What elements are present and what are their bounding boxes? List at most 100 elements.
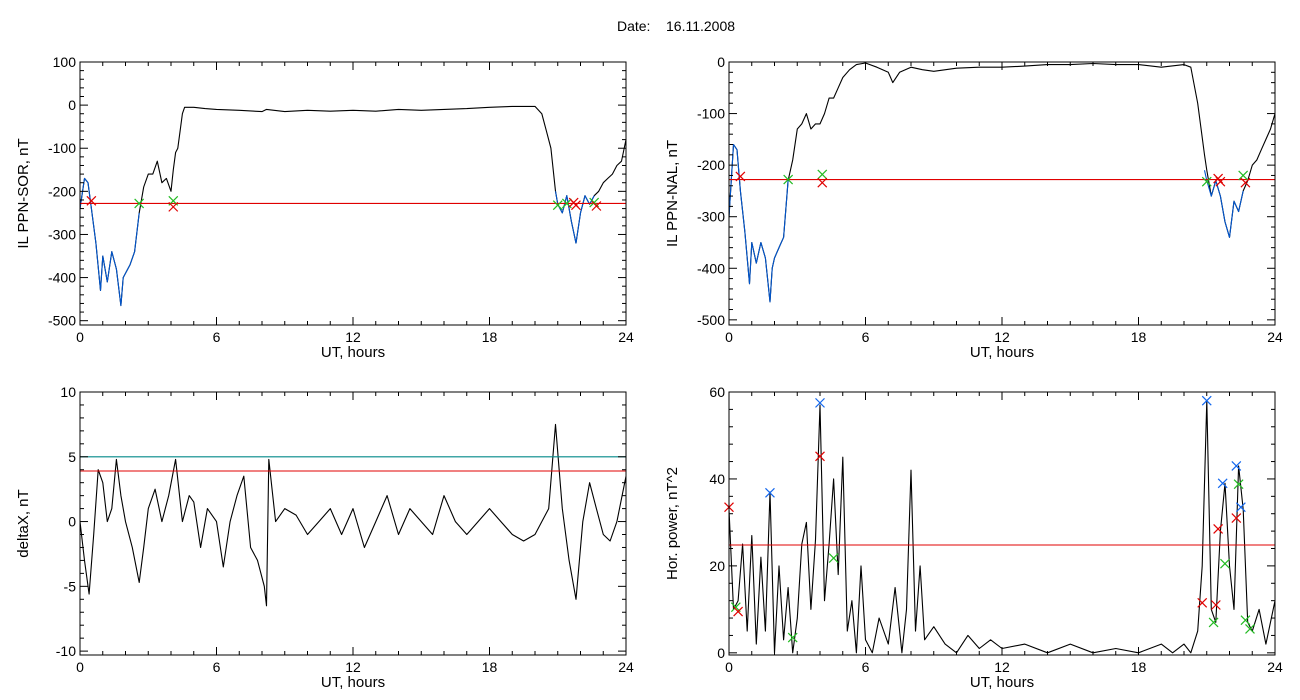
date-header: Date: 16.11.2008 [0, 18, 1300, 34]
cross-marker [591, 201, 602, 211]
y-tick-label: 60 [709, 384, 725, 400]
x-tick-label: 0 [76, 329, 84, 345]
cross-marker [1217, 478, 1228, 489]
y-tick-label: -400 [697, 260, 725, 276]
x-tick-label: 18 [482, 659, 498, 675]
y-axis-title: IL PPN-SOR, nT [15, 138, 32, 248]
panel-ppn-nal: 0 6 12 18 24 0 -100 -200 -300 -400 -500 UT, hours IL… [664, 54, 1283, 361]
y-tick-label: 0 [68, 514, 76, 530]
cross-marker [1197, 597, 1208, 608]
y-tick-label: 0 [717, 54, 725, 70]
x-axis-title: UT, hours [321, 344, 385, 361]
cross-marker [1233, 479, 1244, 490]
cross-marker [1210, 600, 1221, 610]
cross-marker [1238, 170, 1249, 181]
cross-marker [86, 195, 97, 206]
plot-area-deltax [80, 423, 626, 607]
y-tick-label: -10 [56, 643, 76, 659]
cross-marker [134, 198, 145, 209]
cross-marker [815, 397, 825, 408]
x-tick-label: 6 [213, 329, 221, 345]
series-line [80, 105, 626, 307]
expansion-segment [1203, 170, 1244, 238]
cross-marker [1240, 177, 1251, 188]
x-tick-label: 24 [618, 659, 634, 675]
y-tick-label: 5 [68, 449, 76, 465]
plot-area-hor-power [729, 400, 1275, 654]
cross-marker [733, 606, 744, 617]
plot-frame [79, 391, 627, 656]
y-tick-label: -5 [64, 578, 77, 594]
y-tick-label: 0 [68, 97, 76, 113]
cross-marker [787, 632, 798, 643]
cross-marker [1240, 615, 1251, 626]
x-tick-label: 6 [862, 659, 870, 675]
y-tick-label: -300 [697, 209, 725, 225]
cross-marker [1215, 176, 1226, 187]
y-axis-title: IL PPN-NAL, nT [664, 140, 681, 247]
series-line [729, 62, 1275, 303]
cross-marker [1208, 617, 1219, 628]
y-tick-label: 10 [60, 384, 76, 400]
cross-marker [168, 201, 179, 212]
cross-marker [815, 451, 825, 462]
y-tick-label: -500 [48, 313, 76, 329]
x-tick-label: 18 [1131, 329, 1147, 345]
y-tick-label: 0 [717, 645, 725, 661]
y-axis-title: deltaX, nT [15, 489, 32, 557]
y-tick-label: -400 [48, 270, 76, 286]
cross-marker [1231, 460, 1242, 471]
cross-marker [1231, 513, 1242, 523]
x-tick-label: 0 [76, 659, 84, 675]
x-tick-label: 12 [345, 659, 361, 675]
panel-ppn-sor: 0 6 12 18 24 100 0 -100 -200 -300 -400 -500 UT, hour… [15, 54, 634, 361]
x-tick-label: 24 [1267, 329, 1283, 345]
y-tick-label: -300 [48, 226, 76, 242]
cross-marker [783, 174, 794, 185]
x-axis-title: UT, hours [321, 674, 385, 691]
y-tick-label: -200 [48, 183, 76, 199]
y-tick-label: -100 [697, 106, 725, 122]
plot-frame [728, 391, 1276, 656]
y-tick-label: -200 [697, 157, 725, 173]
x-axis-title: UT, hours [970, 344, 1034, 361]
x-tick-label: 6 [213, 659, 221, 675]
y-tick-label: -100 [48, 140, 76, 156]
y-tick-label: 40 [709, 471, 725, 487]
date-label: Date: [616, 18, 651, 34]
expansion-segment [80, 177, 140, 307]
x-tick-label: 24 [618, 329, 634, 345]
cross-marker [828, 553, 839, 563]
cross-marker [552, 200, 563, 211]
cross-marker [1213, 524, 1224, 534]
x-tick-label: 12 [345, 329, 361, 345]
cross-marker [817, 177, 828, 188]
x-tick-label: 0 [725, 329, 733, 345]
cross-marker [817, 169, 828, 180]
expansion-segment [729, 143, 789, 303]
expansion-segment [554, 191, 595, 244]
series-line [729, 400, 1275, 654]
plot-frame [79, 61, 627, 326]
x-tick-label: 18 [482, 329, 498, 345]
x-axis-title: UT, hours [970, 674, 1034, 691]
plot-area-ppn-sor [80, 105, 626, 307]
x-tick-label: 0 [725, 659, 733, 675]
y-tick-label: 100 [53, 54, 77, 70]
cross-marker [1201, 395, 1212, 406]
cross-marker [1235, 502, 1246, 513]
cross-marker [1245, 623, 1255, 634]
cross-marker [765, 487, 775, 498]
panel-deltax: 0 6 12 18 24 10 5 0 -5 -10 UT, hours deltaX, nT [15, 384, 634, 691]
y-tick-label: -500 [697, 312, 725, 328]
x-tick-label: 18 [1131, 659, 1147, 675]
x-tick-label: 12 [994, 329, 1010, 345]
plot-area-ppn-nal [729, 62, 1275, 303]
cross-marker [1220, 558, 1230, 569]
date-value: 16.11.2008 [666, 18, 736, 34]
x-tick-label: 24 [1267, 659, 1283, 675]
series-line [80, 423, 626, 607]
cross-marker [571, 200, 581, 211]
y-axis-title: Hor. power, nT^2 [664, 467, 681, 580]
